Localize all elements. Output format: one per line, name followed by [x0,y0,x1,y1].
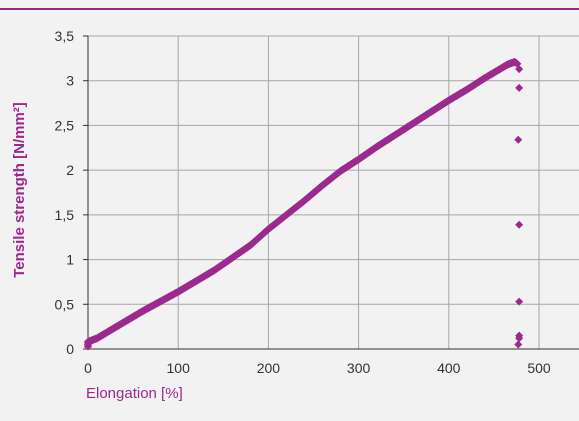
y-tick-label: 1,5 [55,207,75,223]
top-rule [0,8,579,10]
grid [88,35,579,349]
x-tick-label: 500 [527,360,551,376]
y-tick-label: 0,5 [55,296,75,312]
data-point [514,340,523,349]
y-tick-label: 2 [66,162,74,178]
tick-labels: 0 100 200 300 400 500 0 0,5 1 1,5 2 2,5 3 3,5 [55,28,551,376]
data-point [515,334,524,343]
data-points [83,57,524,351]
x-tick-label: 100 [167,360,191,376]
data-point [515,65,524,74]
data-point [515,220,524,229]
y-tick-label: 0 [66,341,74,357]
x-tick-label: 300 [347,360,371,376]
axes [83,35,579,350]
x-axis-title: Elongation [%] [86,385,183,402]
data-point [515,297,524,306]
x-tick-label: 0 [84,360,92,376]
data-point [515,83,524,92]
data-point [514,135,523,144]
y-tick-label: 2,5 [55,117,75,133]
y-tick-label: 1 [66,252,74,268]
y-axis-title: Tensile strength [N/mm²] [11,102,28,278]
y-tick-label: 3 [66,73,74,89]
y-tick-label: 3,5 [55,28,75,44]
x-tick-label: 200 [257,360,281,376]
x-tick-label: 400 [437,360,461,376]
